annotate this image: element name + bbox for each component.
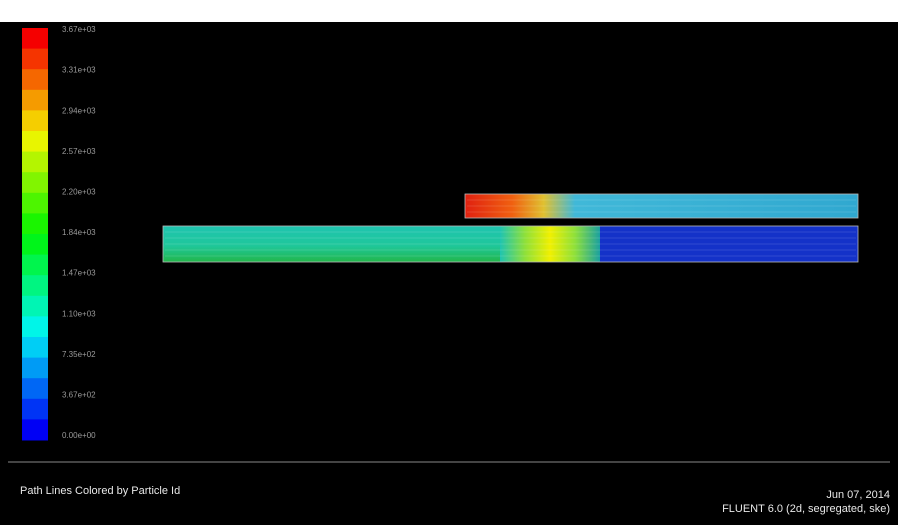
color-band xyxy=(22,316,48,338)
color-band xyxy=(22,234,48,256)
inlet-region xyxy=(163,226,500,262)
colorbar-label: 1.47e+03 xyxy=(62,269,96,278)
colorbar-label: 2.20e+03 xyxy=(62,188,96,197)
upper-outline xyxy=(464,193,859,219)
outlet-region xyxy=(600,226,858,262)
colorbar-label: 3.31e+03 xyxy=(62,66,96,75)
lower-outline xyxy=(162,225,859,263)
color-band xyxy=(22,89,48,111)
colorbar-label: 2.94e+03 xyxy=(62,106,96,115)
color-band xyxy=(22,131,48,153)
color-band xyxy=(22,192,48,214)
color-band xyxy=(22,357,48,379)
colorbar-label: 1.84e+03 xyxy=(62,228,96,237)
path-lines xyxy=(165,199,856,257)
color-band xyxy=(22,69,48,91)
color-band xyxy=(22,172,48,194)
viewport xyxy=(0,22,898,525)
color-band xyxy=(22,48,48,70)
mixing-region xyxy=(500,226,600,262)
colorbar-label: 1.10e+03 xyxy=(62,309,96,318)
upper-channel xyxy=(465,194,858,218)
color-band xyxy=(22,295,48,317)
colorbar-label: 3.67e+03 xyxy=(62,25,96,34)
colorbar-label: 2.57e+03 xyxy=(62,147,96,156)
color-band xyxy=(22,378,48,400)
date: Jun 07, 2014 xyxy=(826,489,890,501)
colorbar-label: 7.35e+02 xyxy=(62,350,96,359)
colorbar-label: 0.00e+00 xyxy=(62,431,96,440)
color-band xyxy=(22,28,48,50)
color-band xyxy=(22,110,48,132)
color-band xyxy=(22,151,48,173)
colorbar: 3.67e+03 3.31e+03 2.94e+03 2.57e+03 2.20e+03… xyxy=(22,25,96,441)
color-band xyxy=(22,419,48,441)
footer-panel xyxy=(0,462,898,525)
caption: Path Lines Colored by Particle Id xyxy=(20,485,180,497)
colorbar-label: 3.67e+02 xyxy=(62,391,96,400)
color-band xyxy=(22,337,48,359)
flow-domain xyxy=(162,193,859,263)
color-band xyxy=(22,398,48,420)
color-band xyxy=(22,275,48,297)
color-band xyxy=(22,254,48,276)
software: FLUENT 6.0 (2d, segregated, ske) xyxy=(722,503,890,515)
color-band xyxy=(22,213,48,235)
